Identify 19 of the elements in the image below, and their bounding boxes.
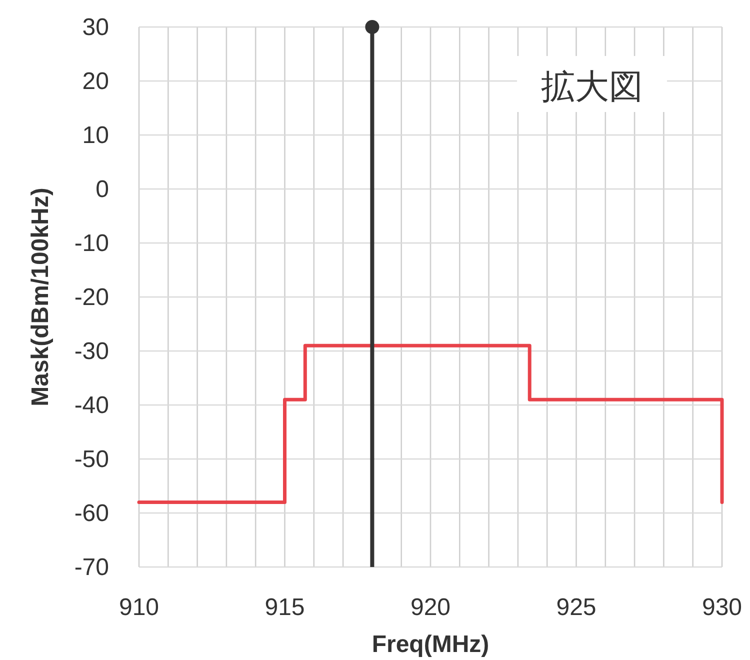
y-tick-label: -30 <box>74 338 109 365</box>
y-tick-label: 20 <box>82 68 109 95</box>
y-tick-label: -20 <box>74 284 109 311</box>
y-tick-label: 0 <box>96 176 109 203</box>
y-tick-label: -50 <box>74 446 109 473</box>
x-tick-label: 930 <box>702 594 742 621</box>
y-tick-label: -10 <box>74 230 109 257</box>
y-tick-label: -60 <box>74 500 109 527</box>
y-tick-label: -70 <box>74 554 109 581</box>
x-tick-label: 925 <box>556 594 596 621</box>
x-tick-label: 910 <box>118 594 160 621</box>
x-tick-label: 920 <box>410 594 451 621</box>
x-axis-title: Freq(MHz) <box>372 631 490 658</box>
y-tick-label: 30 <box>82 14 109 41</box>
y-tick-label: 10 <box>82 122 109 149</box>
y-axis-title: Mask(dBm/100kHz) <box>27 188 54 406</box>
annotation: 拡大図 <box>541 68 643 106</box>
y-tick-label: -40 <box>74 392 109 419</box>
x-tick-label: 915 <box>264 594 305 621</box>
